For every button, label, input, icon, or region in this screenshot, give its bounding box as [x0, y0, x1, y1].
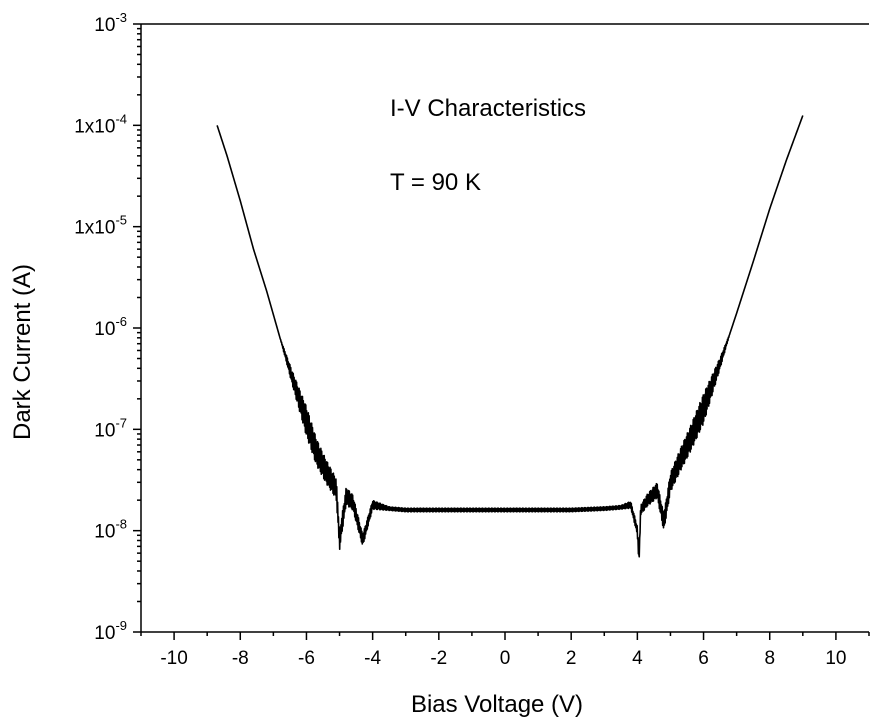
dark-current-curve	[216, 115, 804, 558]
x-tick-label: 2	[566, 648, 577, 669]
x-tick-label: 8	[764, 648, 775, 669]
x-axis-title: Bias Voltage (V)	[411, 691, 583, 718]
x-tick-label: -8	[232, 648, 249, 669]
y-tick-label: 1x10-4	[74, 111, 127, 137]
y-tick-label: 10-9	[94, 618, 127, 644]
x-tick-label: 10	[825, 648, 846, 669]
x-axis-ticks: -10 -8 -6 -4 -2 0 2 4 6 8 10	[140, 632, 870, 669]
x-tick-label: 4	[632, 648, 643, 669]
y-tick-label: 10-8	[94, 517, 127, 543]
y-tick-label: 1x10-5	[74, 213, 127, 239]
x-tick-label: 0	[500, 648, 511, 669]
y-tick-label: 10-3	[94, 10, 127, 36]
x-tick-label: -4	[364, 648, 381, 669]
x-tick-label: -6	[298, 648, 315, 669]
x-tick-label: -2	[430, 648, 447, 669]
y-axis-title: Dark Current (A)	[9, 264, 36, 440]
y-tick-label: 10-6	[94, 314, 127, 340]
x-tick-label: -10	[160, 648, 187, 669]
annotation-title: I-V Characteristics	[390, 95, 586, 122]
annotation-temperature: T = 90 K	[390, 169, 481, 196]
y-tick-label: 10-7	[94, 415, 127, 441]
x-tick-label: 6	[698, 648, 709, 669]
y-axis-ticks: 10-9 10-8 10-7 10-6 1x10-5 1x10-4 10-3	[74, 10, 141, 644]
